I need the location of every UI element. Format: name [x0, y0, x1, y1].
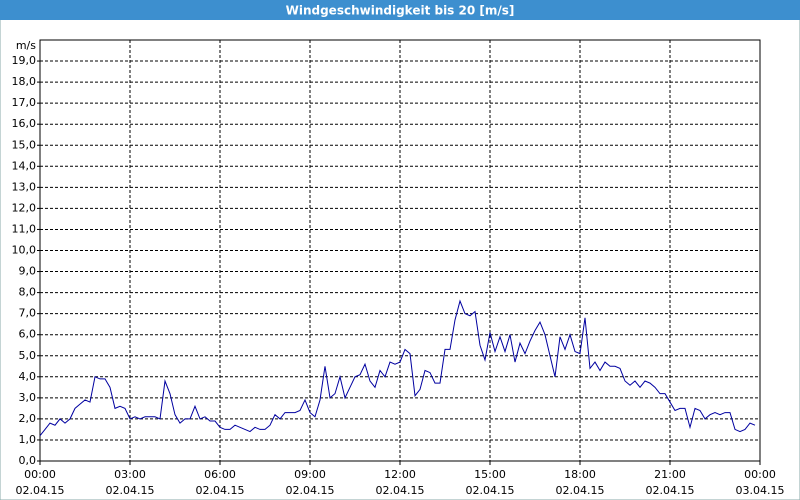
y-tick-label: 18,0: [12, 75, 37, 88]
data-line: [39, 299, 756, 437]
x-tick-date: 02.04.15: [106, 484, 155, 497]
y-tick-label: 3,0: [19, 391, 37, 404]
x-tick-label: 00:00: [744, 468, 776, 481]
y-tick-label: 13,0: [12, 180, 37, 193]
y-tick-label: 5,0: [19, 349, 37, 362]
x-tick-label: 03:00: [114, 468, 146, 481]
x-tick-label: 21:00: [654, 468, 686, 481]
y-tick-label: 15,0: [12, 138, 37, 151]
y-tick-label: 6,0: [19, 328, 37, 341]
x-tick-label: 09:00: [294, 468, 326, 481]
title-bar: [0, 0, 800, 20]
y-tick-label: 1,0: [19, 433, 37, 446]
x-tick-label: 12:00: [384, 468, 416, 481]
y-tick-label: 11,0: [12, 222, 37, 235]
y-tick-label: 19,0: [12, 54, 37, 67]
y-tick-label: 16,0: [12, 117, 37, 130]
y-tick-label: 10,0: [12, 244, 37, 257]
y-tick-label: 0,0: [19, 454, 37, 467]
y-tick-label: 4,0: [19, 370, 37, 383]
chart-title: Windgeschwindigkeit bis 20 [m/s]: [286, 4, 515, 18]
x-tick-label: 15:00: [474, 468, 506, 481]
x-tick-date: 02.04.15: [376, 484, 425, 497]
y-tick-label: 12,0: [12, 201, 37, 214]
y-tick-label: 17,0: [12, 96, 37, 109]
x-tick-date: 02.04.15: [556, 484, 605, 497]
x-tick-date: 02.04.15: [16, 484, 65, 497]
x-tick-label: 06:00: [204, 468, 236, 481]
y-unit: m/s: [16, 39, 36, 52]
x-tick-date: 02.04.15: [466, 484, 515, 497]
x-tick-label: 18:00: [564, 468, 596, 481]
y-tick-label: 8,0: [19, 286, 37, 299]
x-tick-label: 00:00: [24, 468, 56, 481]
x-tick-date: 02.04.15: [196, 484, 245, 497]
y-tick-label: 7,0: [19, 307, 37, 320]
y-tick-label: 9,0: [19, 265, 37, 278]
y-tick-label: 14,0: [12, 159, 37, 172]
x-tick-date: 02.04.15: [646, 484, 695, 497]
x-tick-date: 02.04.15: [286, 484, 335, 497]
y-tick-label: 2,0: [19, 412, 37, 425]
x-tick-date: 03.04.15: [736, 484, 785, 497]
